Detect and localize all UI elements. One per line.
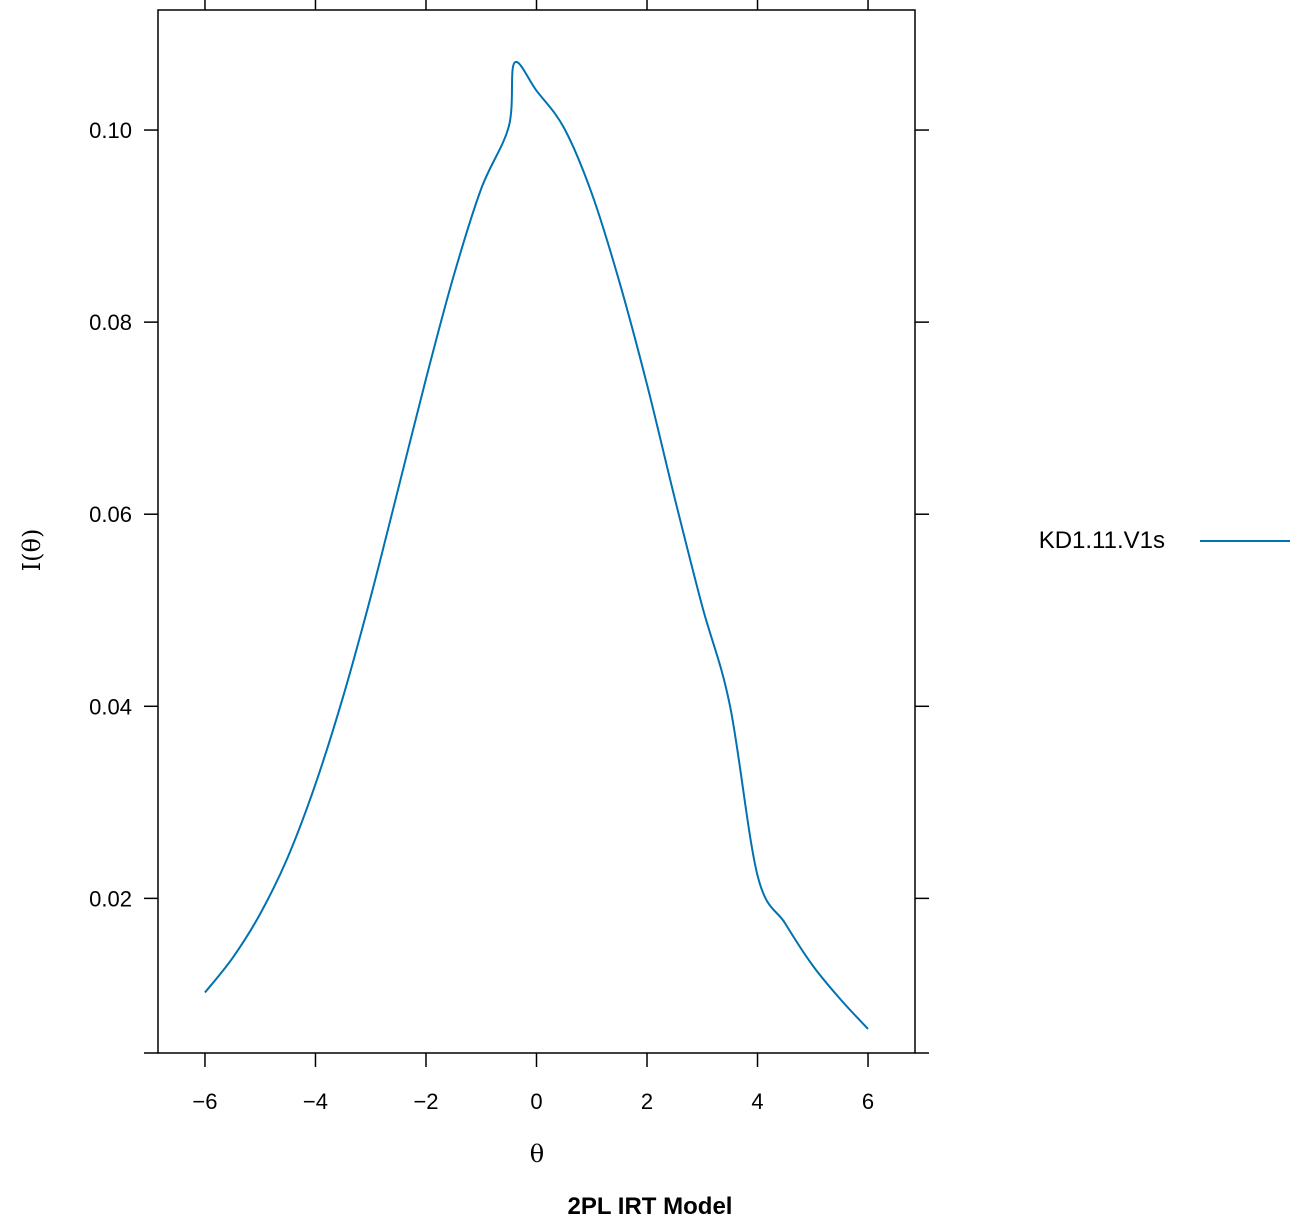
plot-frame	[157, 9, 916, 1054]
x-tick-label: 2	[641, 1089, 653, 1114]
y-tick-label: 0.02	[89, 886, 132, 911]
legend-label: KD1.11.V1s	[1039, 527, 1165, 554]
x-tick-label: −6	[192, 1089, 217, 1114]
y-axis-title: I(θ)	[18, 529, 46, 572]
y-tick-label: 0.06	[89, 502, 132, 527]
x-tick-label: −4	[303, 1089, 328, 1114]
legend: KD1.11.V1s	[1039, 527, 1290, 554]
y-tick-label: 0.10	[89, 118, 132, 143]
x-tick-label: −2	[413, 1089, 438, 1114]
x-tick-label: 6	[862, 1089, 874, 1114]
x-axis-title: θ	[530, 1140, 544, 1168]
x-tick-label: 0	[530, 1089, 542, 1114]
series-line	[204, 60, 869, 1030]
y-tick-label: 0.08	[89, 310, 132, 335]
y-tick-label: 0.04	[89, 694, 132, 719]
chart-caption: 2PL IRT Model	[568, 1193, 733, 1220]
x-tick-label: 4	[751, 1089, 763, 1114]
